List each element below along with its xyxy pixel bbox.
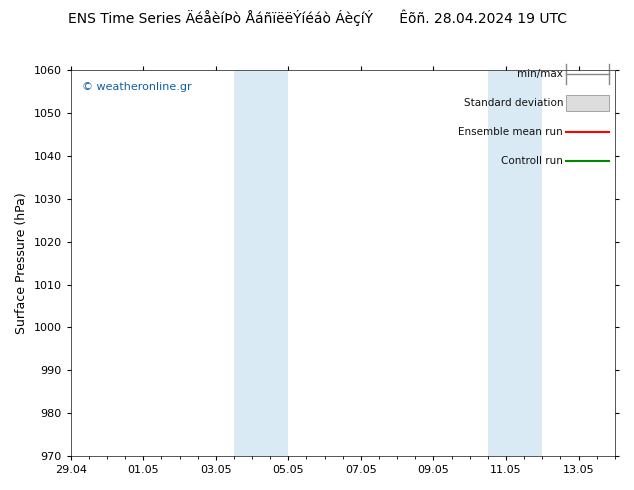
Y-axis label: Surface Pressure (hPa): Surface Pressure (hPa)	[15, 192, 28, 334]
Text: Controll run: Controll run	[501, 156, 563, 166]
Bar	[234, 70, 270, 456]
Bar	[524, 70, 542, 456]
Bar	[270, 70, 288, 456]
Text: ENS Time Series ÄéåèíÞò ÅáñïëëÝíéáò ÁèçíÝ      Êõñ. 28.04.2024 19 UTC: ENS Time Series ÄéåèíÞò ÅáñïëëÝíéáò Áèçí…	[67, 10, 567, 26]
Text: min/max: min/max	[517, 69, 563, 79]
Text: © weatheronline.gr: © weatheronline.gr	[82, 82, 191, 92]
Bar	[488, 70, 524, 456]
Text: Standard deviation: Standard deviation	[463, 98, 563, 108]
Text: Ensemble mean run: Ensemble mean run	[458, 127, 563, 137]
FancyBboxPatch shape	[566, 96, 609, 111]
